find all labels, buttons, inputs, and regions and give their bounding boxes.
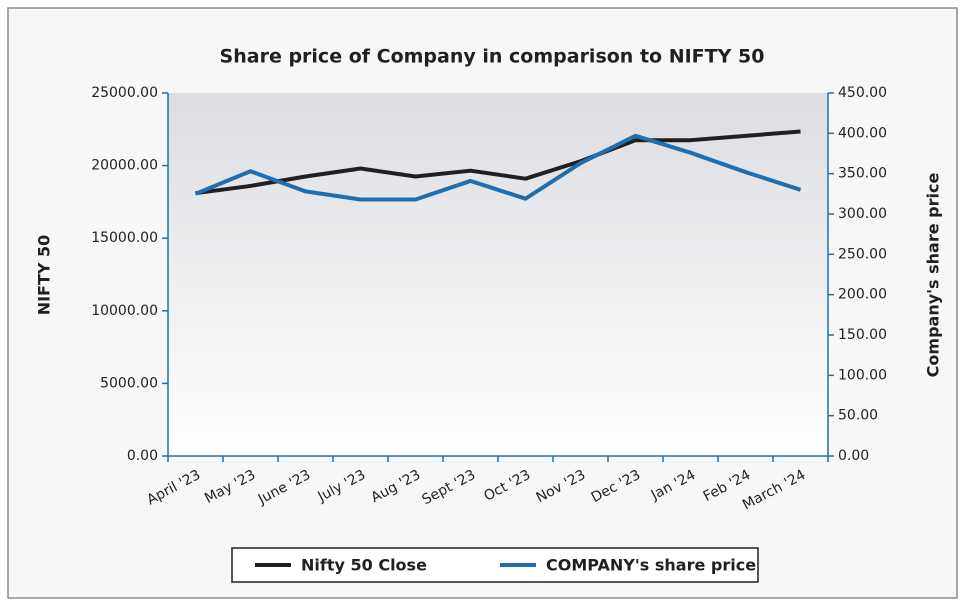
y2-axis-label: Company's share price (924, 173, 943, 378)
y-tick-label: 5000.00 (100, 375, 158, 391)
legend-label: Nifty 50 Close (301, 556, 427, 575)
y2-tick-label: 150.00 (838, 327, 887, 343)
y2-tick-label: 250.00 (838, 246, 887, 262)
y-tick-label: 25000.00 (91, 85, 158, 101)
series-line (194, 133, 802, 202)
y2-tick-label: 450.00 (838, 85, 887, 101)
plot-area (168, 93, 828, 456)
y2-tick-label: 350.00 (838, 166, 887, 182)
chart-title: Share price of Company in comparison to … (220, 46, 765, 68)
series-line (195, 129, 801, 196)
y2-tick-label: 400.00 (838, 125, 887, 141)
y-tick-label: 0.00 (127, 448, 158, 464)
y2-tick-label: 300.00 (838, 206, 887, 222)
legend-label: COMPANY's share price (546, 556, 756, 575)
y-tick-label: 10000.00 (91, 303, 158, 319)
y-tick-label: 15000.00 (91, 230, 158, 246)
y-tick-label: 20000.00 (91, 158, 158, 174)
y2-tick-label: 100.00 (838, 367, 887, 383)
legend (231, 547, 759, 583)
y2-tick-label: 200.00 (838, 287, 887, 303)
y2-tick-label: 50.00 (838, 408, 878, 424)
y-axis-label: NIFTY 50 (35, 235, 54, 316)
y2-tick-label: 0.00 (838, 448, 869, 464)
